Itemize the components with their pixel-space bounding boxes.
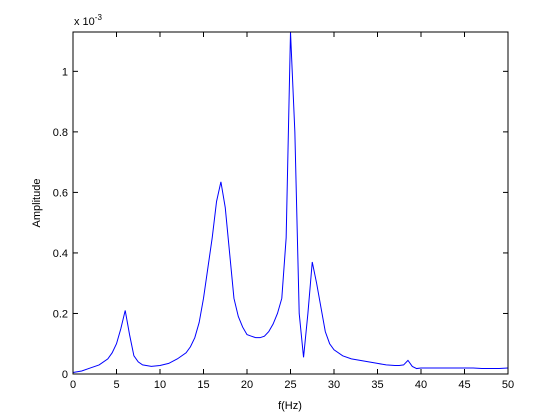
x-tick-label-8: 40	[415, 379, 427, 391]
x-tick-label-1: 5	[113, 379, 119, 391]
x-tick-label-9: 45	[458, 379, 470, 391]
x-tick-label-4: 20	[241, 379, 253, 391]
x-ticks: 0 5 10 15 20 25 30 35 40 45 50	[70, 32, 514, 391]
y-tick-label-4: 0.8	[53, 127, 68, 139]
x-tick-label-2: 10	[154, 379, 166, 391]
x-tick-label-10: 50	[502, 379, 514, 391]
x-tick-label-3: 15	[197, 379, 209, 391]
x-tick-label-5: 25	[284, 379, 296, 391]
x-axis-label: f(Hz)	[278, 400, 302, 412]
y-tick-label-2: 0.4	[53, 248, 68, 260]
x-tick-label-6: 30	[328, 379, 340, 391]
y-exponent-label: x 10-3	[74, 13, 102, 28]
y-ticks: 0 0.2 0.4 0.6 0.8 1	[53, 66, 508, 381]
plot-frame	[72, 31, 509, 375]
x-tick-label-0: 0	[70, 379, 76, 391]
plot-area	[73, 32, 508, 374]
y-axis-label: Amplitude	[31, 179, 43, 228]
y-tick-label-1: 0.2	[53, 308, 68, 320]
series-line-amplitude	[72, 31, 509, 373]
y-tick-label-0: 0	[62, 369, 68, 381]
x-tick-label-7: 35	[371, 379, 383, 391]
y-tick-label-3: 0.6	[53, 187, 68, 199]
y-tick-label-5: 1	[62, 66, 68, 78]
